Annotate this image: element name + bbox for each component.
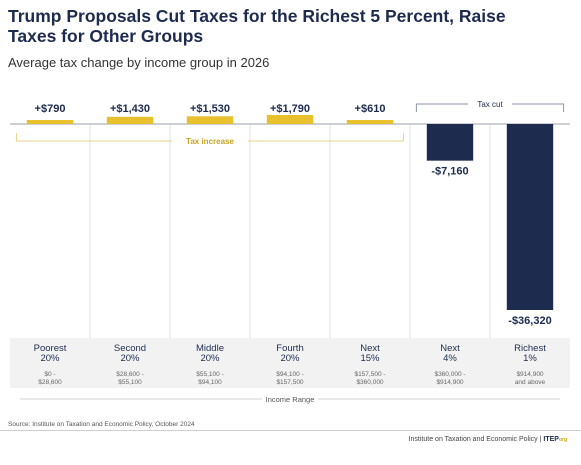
value-label: +$1,430 xyxy=(110,103,150,115)
category-label: Next xyxy=(360,343,380,354)
chart-title: Trump Proposals Cut Taxes for the Riches… xyxy=(8,6,506,46)
tax-cut-label: Tax cut xyxy=(477,100,503,109)
bar-middle-20- xyxy=(186,116,234,124)
category-label: 20% xyxy=(280,353,300,364)
value-label: +$1,790 xyxy=(270,103,310,115)
tax-increase-bracket xyxy=(15,133,405,142)
value-label: -$36,320 xyxy=(508,315,551,327)
x-axis-label: Income Range xyxy=(266,395,315,404)
tax-cut-bracket xyxy=(415,103,565,112)
bar-second-20- xyxy=(106,116,154,124)
income-range-label: $94,100 xyxy=(198,379,222,386)
chart-subtitle: Average tax change by income group in 20… xyxy=(8,55,270,70)
bar-chart: +$790 +$1,430 +$1,530 +$1,790 +$610 -$7,160 -$… xyxy=(10,100,570,404)
itep-logo: ITEPorg xyxy=(543,436,567,443)
credit-brand: ITEP xyxy=(543,436,559,443)
category-band xyxy=(10,338,570,388)
category-label: 20% xyxy=(200,353,220,364)
category-label: 4% xyxy=(443,353,457,364)
value-label: -$7,160 xyxy=(431,166,468,178)
category-label: Richest xyxy=(514,343,546,354)
income-range-label: $94,100 - xyxy=(276,371,303,378)
bar-poorest-20- xyxy=(26,120,74,124)
income-range-label: $157,500 xyxy=(276,379,303,386)
category-label: 1% xyxy=(523,353,537,364)
income-range-label: $360,000 xyxy=(356,379,383,386)
category-label: Second xyxy=(114,343,146,354)
x-axis-label-bg xyxy=(262,394,318,404)
credit-brand-suffix: org xyxy=(558,437,567,443)
footer-credit: Institute on Taxation and Economic Polic… xyxy=(409,436,567,443)
bar-richest-1- xyxy=(506,124,554,310)
category-label: Middle xyxy=(196,343,224,354)
income-range-label: $28,600 - xyxy=(116,371,143,378)
value-label: +$610 xyxy=(355,103,386,115)
income-range-label: $0 - xyxy=(44,371,55,378)
income-range-label: $55,100 xyxy=(118,379,142,386)
source-note: Source: Institute on Taxation and Econom… xyxy=(8,421,195,428)
income-range-label: $157,500 - xyxy=(354,371,385,378)
income-range-label: $914,900 xyxy=(516,371,543,378)
bar-next-4- xyxy=(426,124,474,161)
tax-increase-label: Tax increase xyxy=(186,137,234,146)
category-label: Fourth xyxy=(276,343,303,354)
category-label: Poorest xyxy=(34,343,67,354)
bar-fourth-20- xyxy=(266,115,314,124)
income-range-label: $360,000 - xyxy=(434,371,465,378)
value-label: +$790 xyxy=(35,103,66,115)
income-range-label: $914,900 xyxy=(436,379,463,386)
income-range-label: $28,600 xyxy=(38,379,62,386)
category-label: 20% xyxy=(120,353,140,364)
credit-separator: | xyxy=(537,436,544,443)
category-label: 20% xyxy=(40,353,60,364)
bar-next-15- xyxy=(346,120,394,124)
value-label: +$1,530 xyxy=(190,103,230,115)
category-label: Next xyxy=(440,343,460,354)
footer-divider xyxy=(0,430,581,431)
category-label: 15% xyxy=(360,353,380,364)
credit-org: Institute on Taxation and Economic Polic… xyxy=(408,436,538,443)
income-range-label: and above xyxy=(515,379,546,386)
income-range-label: $55,100 - xyxy=(196,371,223,378)
